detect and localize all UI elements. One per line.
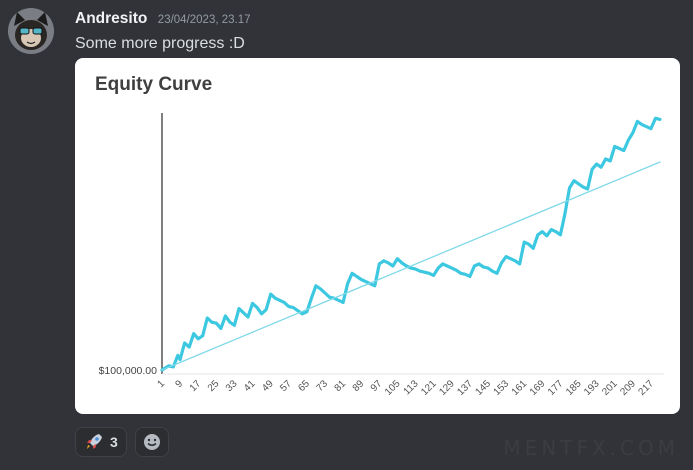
x-tick-label: 153	[492, 378, 512, 398]
x-tick-label: 201	[600, 378, 620, 398]
trend-series-line	[161, 161, 661, 371]
rocket-icon	[87, 434, 102, 449]
x-tick-label: 161	[510, 378, 530, 398]
x-tick-label: 57	[278, 378, 294, 394]
x-tick-label: 105	[383, 378, 403, 398]
reactions-bar: 3	[75, 427, 169, 457]
y-tick-label: $100,000.00	[99, 365, 158, 377]
x-tick-label: 209	[618, 378, 638, 398]
x-tick-label: 41	[242, 378, 258, 394]
x-tick-label: 73	[314, 378, 330, 394]
x-tick-label: 137	[455, 378, 475, 398]
message-text: Some more progress :D	[75, 35, 245, 52]
x-tick-label: 169	[528, 378, 548, 398]
rocket-reaction[interactable]: 3	[75, 427, 127, 457]
x-tick-label: 121	[419, 378, 439, 398]
equity-series-line	[160, 116, 662, 372]
x-tick-label: 89	[351, 378, 367, 394]
watermark: MENTFX.COM	[503, 436, 679, 460]
x-tick-label: 145	[474, 378, 494, 398]
x-tick-label: 185	[564, 378, 584, 398]
cat-avatar-icon	[8, 8, 54, 54]
x-tick-label: 9	[174, 378, 186, 390]
x-tick-label: 193	[582, 378, 602, 398]
x-tick-label: 97	[369, 378, 385, 394]
message-header: Andresito 23/04/2023, 23.17	[75, 10, 251, 28]
x-tick-label: 33	[224, 378, 240, 394]
x-tick-label: 1	[155, 378, 167, 390]
x-tick-label: 49	[260, 378, 276, 394]
avatar[interactable]	[8, 8, 54, 54]
chart-image-embed[interactable]: Equity Curve $100,000.00 1 9 17 25 33 41 49 57 65…	[75, 58, 680, 414]
x-tick-label: 65	[296, 378, 312, 394]
x-tick-label: 17	[188, 378, 204, 394]
reaction-count: 3	[110, 434, 118, 450]
x-tick-label: 177	[546, 378, 566, 398]
x-tick-label: 113	[402, 378, 421, 397]
timestamp[interactable]: 23/04/2023, 23.17	[157, 14, 251, 26]
chart-title: Equity Curve	[95, 74, 213, 95]
username[interactable]: Andresito	[75, 10, 148, 27]
add-reaction-icon	[143, 434, 160, 450]
x-tick-label: 217	[636, 378, 656, 398]
add-reaction-button[interactable]	[134, 427, 169, 457]
x-tick-label: 81	[333, 378, 349, 394]
x-tick-label: 25	[206, 378, 222, 394]
x-tick-label: 129	[437, 378, 457, 398]
